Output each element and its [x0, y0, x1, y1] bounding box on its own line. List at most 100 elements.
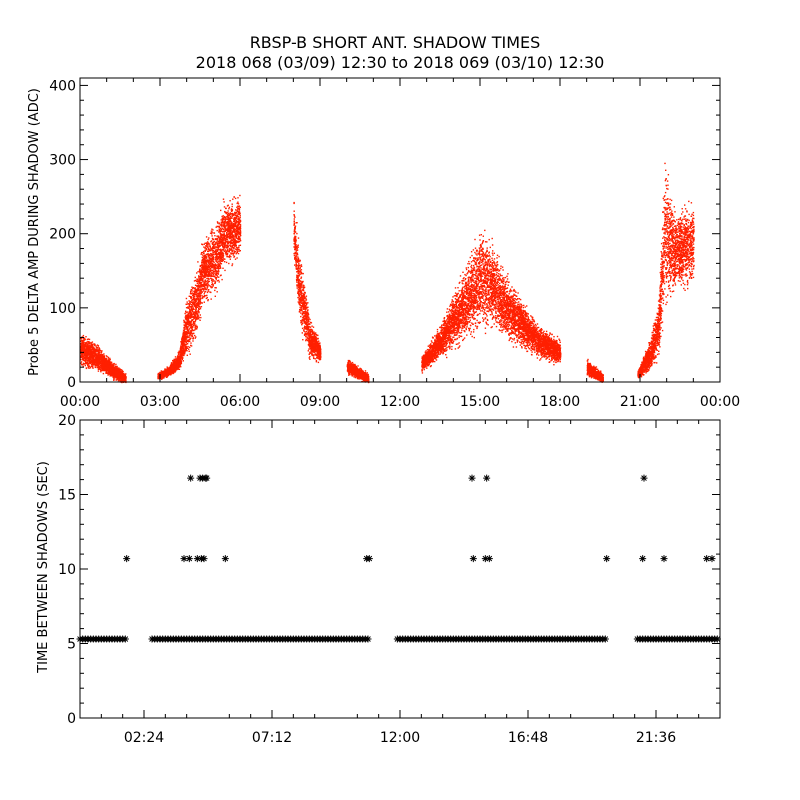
top-data-point	[187, 341, 189, 343]
top-data-point	[198, 275, 200, 277]
top-data-point	[224, 220, 227, 222]
top-data-point	[83, 363, 85, 365]
top-data-point	[84, 348, 86, 350]
top-data-point	[86, 345, 88, 348]
top-data-point	[239, 228, 241, 230]
top-data-point	[238, 213, 241, 215]
top-data-point	[102, 359, 105, 361]
top-data-point	[187, 329, 190, 331]
top-data-point	[219, 257, 221, 259]
top-data-point	[165, 371, 167, 373]
top-data-point	[221, 278, 223, 281]
top-data-point	[209, 260, 211, 263]
top-data-point	[165, 375, 167, 377]
top-data-point	[201, 291, 203, 293]
top-data-point	[100, 355, 102, 358]
top-data-point	[190, 308, 193, 310]
top-data-point	[210, 230, 213, 232]
top-data-point	[201, 256, 203, 258]
top-data-point	[88, 360, 91, 362]
top-data-point	[212, 255, 215, 258]
top-data-point	[109, 365, 111, 367]
top-data-point	[169, 371, 171, 373]
top-data-point	[198, 280, 200, 282]
top-data-point	[107, 370, 110, 372]
top-data-point	[87, 343, 90, 345]
top-data-point	[178, 352, 180, 354]
top-data-point	[182, 339, 184, 341]
top-data-point	[201, 274, 203, 276]
top-data-point	[210, 249, 213, 251]
top-data-point	[89, 362, 91, 364]
top-data-point	[220, 244, 222, 246]
top-data-point	[84, 349, 86, 351]
top-data-point	[161, 376, 164, 379]
top-data-point	[163, 375, 165, 378]
top-data-point	[190, 327, 193, 329]
top-data-point	[162, 374, 164, 377]
top-data-point	[209, 248, 211, 250]
top-data-point	[190, 306, 192, 308]
top-data-point	[215, 251, 217, 254]
top-data-point	[206, 265, 208, 268]
top-data-point	[186, 340, 188, 343]
top-data-point	[210, 266, 213, 269]
top-data-point	[221, 241, 223, 243]
top-data-point	[85, 359, 87, 361]
top-data-point	[230, 208, 233, 210]
top-data-point	[85, 349, 88, 351]
top-data-point	[207, 248, 209, 251]
top-data-point	[106, 355, 108, 358]
top-data-point	[97, 363, 99, 366]
top-data-point	[181, 345, 184, 347]
top-data-point	[99, 365, 101, 367]
top-data-point	[223, 244, 226, 246]
top-data-point	[197, 309, 199, 312]
top-data-point	[184, 316, 186, 318]
top-data-point	[103, 367, 105, 370]
top-data-point	[230, 225, 232, 227]
top-data-point	[214, 265, 216, 267]
top-data-point	[192, 318, 195, 320]
top-data-point	[210, 247, 212, 249]
top-data-point	[88, 361, 91, 364]
top-data-point	[209, 250, 211, 252]
top-data-point	[185, 319, 187, 321]
top-data-point	[210, 274, 212, 276]
top-data-point	[219, 260, 221, 262]
top-data-point	[215, 241, 217, 244]
top-data-point	[186, 343, 188, 345]
top-data-point	[189, 308, 191, 311]
top-data-point	[220, 224, 222, 227]
top-data-point	[195, 298, 198, 300]
top-data-point	[203, 296, 205, 298]
top-data-point	[205, 280, 207, 283]
top-data-point	[95, 358, 97, 360]
top-data-point	[168, 369, 171, 371]
top-data-point	[220, 241, 222, 244]
top-data-point	[205, 255, 207, 257]
top-data-point	[199, 282, 201, 284]
top-data-point	[109, 357, 111, 360]
top-data-point	[192, 305, 194, 307]
top-data-point	[178, 358, 181, 360]
top-data-point	[199, 271, 201, 273]
top-data-point	[201, 269, 203, 271]
top-data-point	[103, 364, 105, 366]
top-data-point	[190, 289, 192, 291]
top-data-point	[81, 358, 84, 361]
top-data-point	[218, 260, 220, 263]
top-data-point	[95, 346, 98, 349]
top-data-point	[228, 208, 230, 210]
top-data-point	[228, 231, 230, 234]
top-data-point	[116, 375, 118, 378]
top-data-point	[203, 262, 205, 264]
top-data-point	[199, 306, 201, 308]
top-data-point	[95, 351, 97, 353]
top-data-point	[194, 305, 196, 308]
top-data-point	[189, 292, 192, 295]
top-data-point	[186, 317, 189, 319]
top-data-point	[228, 218, 230, 220]
top-data-point	[168, 367, 170, 369]
top-data-point	[94, 344, 96, 347]
